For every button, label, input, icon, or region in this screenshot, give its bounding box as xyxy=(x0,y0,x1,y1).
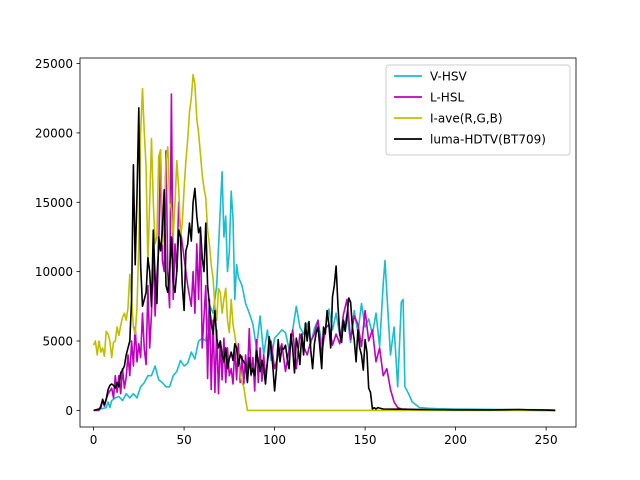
legend-label-l-hsl: L-HSL xyxy=(430,91,464,105)
plot-area xyxy=(92,73,556,412)
y-tick-label: 20000 xyxy=(35,126,73,140)
legend-label-luma-hdtv-bt709: luma-HDTV(BT709) xyxy=(430,133,546,147)
legend-box xyxy=(385,64,571,156)
x-tick-label: 0 xyxy=(90,433,98,447)
legend: V-HSV L-HSL I-ave(R,G,B) luma-HDTV(BT709) xyxy=(385,64,571,156)
x-tick-label: 200 xyxy=(444,433,467,447)
series-line-i-ave-r-g-b xyxy=(92,73,556,412)
y-tick-label: 15000 xyxy=(35,196,73,210)
x-tick-label: 50 xyxy=(176,433,191,447)
y-tick-label: 10000 xyxy=(35,265,73,279)
legend-label-v-hsv: V-HSV xyxy=(430,70,467,84)
x-tick-label: 150 xyxy=(354,433,377,447)
y-tick-label: 25000 xyxy=(35,57,73,71)
y-tick-label: 5000 xyxy=(42,334,73,348)
series-line-luma-hdtv-bt709 xyxy=(93,107,556,412)
axes-frame xyxy=(79,57,577,428)
series-line-v-hsv xyxy=(93,171,556,412)
y-tick-label: 0 xyxy=(65,404,73,418)
axes: 0 50 100 150 200 250 0 5000 10000 15000 20000 25000 xyxy=(35,57,577,447)
x-tick-label: 100 xyxy=(263,433,286,447)
x-tick-label: 250 xyxy=(535,433,558,447)
legend-label-i-ave-r-g-b: I-ave(R,G,B) xyxy=(430,112,503,126)
